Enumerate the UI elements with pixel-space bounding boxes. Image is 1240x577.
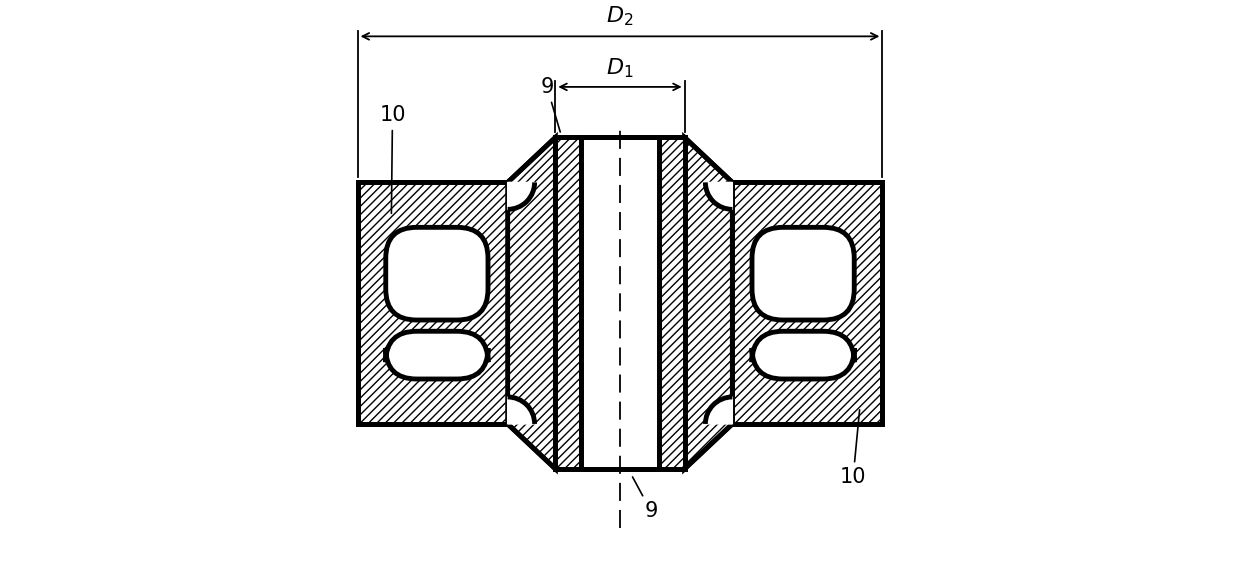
Polygon shape <box>507 182 534 209</box>
Text: 10: 10 <box>379 105 405 213</box>
Polygon shape <box>733 182 883 424</box>
Polygon shape <box>357 182 507 424</box>
Polygon shape <box>580 137 660 469</box>
Text: 9: 9 <box>541 77 560 132</box>
Text: $D_2$: $D_2$ <box>606 4 634 28</box>
FancyBboxPatch shape <box>751 331 854 379</box>
FancyBboxPatch shape <box>751 227 854 320</box>
FancyBboxPatch shape <box>386 331 489 379</box>
Polygon shape <box>660 137 684 469</box>
FancyBboxPatch shape <box>386 227 489 320</box>
Polygon shape <box>556 137 580 469</box>
Polygon shape <box>706 397 733 424</box>
Text: 9: 9 <box>632 477 657 521</box>
Polygon shape <box>507 397 534 424</box>
Text: $D_1$: $D_1$ <box>606 57 634 80</box>
Text: 10: 10 <box>839 410 867 488</box>
Polygon shape <box>507 137 556 469</box>
Polygon shape <box>684 137 733 469</box>
Polygon shape <box>706 182 733 209</box>
